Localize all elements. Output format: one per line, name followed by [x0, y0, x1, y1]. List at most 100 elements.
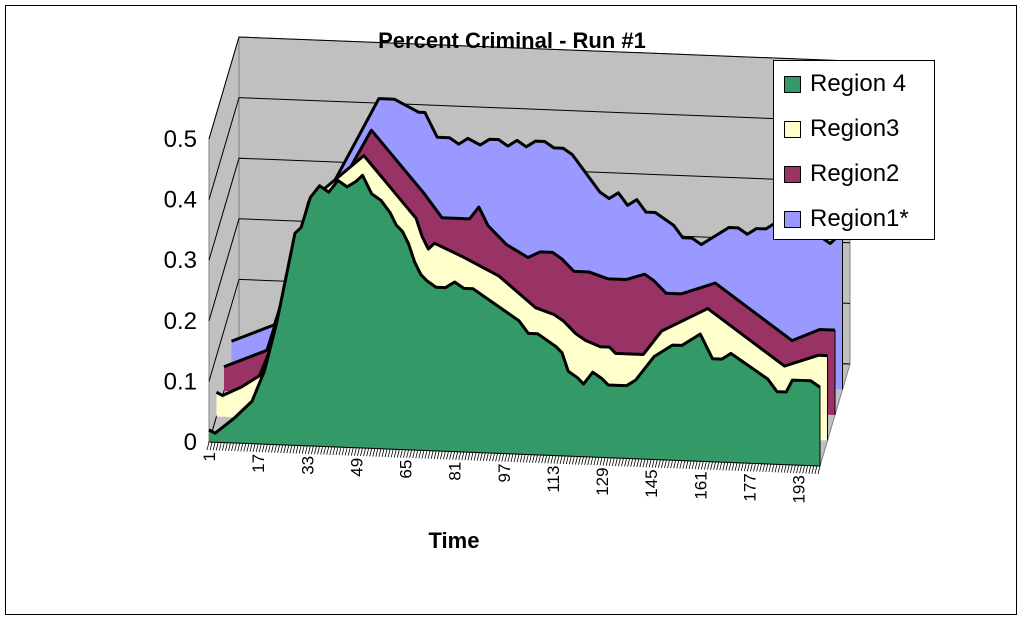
legend-label: Region2	[810, 160, 900, 187]
x-minor-tick	[255, 443, 259, 453]
x-minor-tick	[700, 461, 704, 470]
x-minor-tick	[578, 456, 581, 465]
x-minor-tick	[412, 449, 416, 459]
gridline-4	[208, 97, 851, 200]
x-minor-tick	[602, 457, 606, 466]
x-minor-tick	[768, 463, 772, 473]
x-minor-tick	[777, 464, 781, 473]
x-minor-tick	[209, 442, 213, 451]
x-minor-tick	[252, 443, 256, 452]
x-minor-tick	[341, 447, 345, 456]
x-minor-tick	[366, 448, 370, 457]
x-minor-tick	[353, 447, 357, 456]
x-axis-line	[208, 441, 821, 467]
x-minor-tick	[206, 441, 210, 451]
x-minor-tick	[618, 458, 621, 467]
x-minor-tick	[753, 463, 756, 472]
x-minor-tick	[596, 457, 600, 466]
x-minor-tick	[581, 456, 584, 465]
y-tick-label: 0.5	[164, 126, 197, 153]
x-minor-tick	[765, 463, 769, 473]
x-minor-tick	[452, 451, 456, 460]
x-minor-tick	[624, 458, 627, 467]
x-minor-tick	[562, 455, 566, 465]
x-minor-tick	[363, 448, 366, 457]
x-minor-tick	[338, 447, 342, 456]
x-minor-tick	[719, 462, 723, 471]
x-minor-tick	[307, 445, 311, 455]
x-minor-tick	[667, 459, 670, 469]
x-minor-tick	[593, 457, 597, 466]
x-minor-tick	[277, 444, 281, 453]
x-minor-tick	[458, 451, 462, 460]
x-minor-tick	[679, 460, 683, 469]
legend-swatch-region-4	[784, 75, 801, 93]
x-minor-tick	[314, 446, 317, 455]
x-minor-tick	[805, 465, 809, 474]
x-minor-tick	[654, 459, 658, 468]
x-minor-tick	[688, 460, 692, 470]
x-minor-tick	[746, 463, 750, 472]
x-tick-label: 177	[740, 473, 759, 501]
x-minor-tick	[621, 458, 624, 467]
x-minor-tick	[786, 464, 790, 473]
x-tick-label: 113	[544, 466, 563, 493]
series-area-0	[209, 175, 820, 467]
x-minor-tick	[286, 445, 290, 454]
x-minor-tick	[535, 454, 538, 464]
x-minor-tick	[326, 446, 330, 455]
x-minor-tick	[796, 465, 799, 474]
x-minor-tick	[387, 449, 391, 458]
x-minor-tick	[697, 461, 701, 470]
x-minor-tick	[780, 464, 784, 473]
x-minor-tick	[608, 457, 612, 466]
x-minor-tick	[289, 445, 293, 454]
x-minor-tick	[802, 465, 806, 474]
x-minor-tick	[759, 463, 763, 472]
x-minor-tick	[418, 450, 422, 459]
x-tick-label: 65	[397, 460, 416, 479]
x-minor-tick	[725, 462, 729, 471]
x-minor-tick	[421, 450, 425, 459]
series-line-0	[208, 173, 821, 435]
x-minor-tick	[347, 447, 351, 456]
x-minor-tick	[611, 457, 615, 467]
gridline-3	[208, 157, 851, 261]
x-minor-tick	[504, 453, 508, 462]
x-minor-tick	[406, 449, 409, 458]
x-minor-tick	[396, 449, 400, 458]
x-minor-tick	[633, 458, 637, 467]
x-minor-tick	[369, 448, 373, 457]
series-line-3	[230, 97, 843, 343]
x-minor-tick	[682, 460, 686, 469]
legend-item-region1: Region1*	[784, 204, 909, 234]
x-tick-label: 145	[642, 469, 661, 497]
x-minor-tick	[762, 463, 766, 472]
x-minor-tick	[571, 456, 575, 465]
x-minor-tick	[467, 452, 471, 461]
x-minor-tick	[455, 451, 459, 460]
x-minor-tick	[409, 449, 413, 459]
x-minor-tick	[740, 462, 744, 472]
x-minor-tick	[673, 460, 677, 469]
x-minor-tick	[295, 445, 299, 454]
x-minor-tick	[430, 450, 434, 459]
x-minor-tick	[614, 457, 618, 467]
x-minor-tick	[814, 465, 818, 474]
x-minor-tick	[335, 446, 339, 456]
series-line-2	[223, 128, 836, 369]
x-minor-tick	[344, 447, 348, 456]
x-minor-tick	[639, 458, 643, 468]
x-tick-label: 193	[790, 475, 809, 503]
x-minor-tick	[489, 452, 492, 462]
x-minor-tick	[664, 459, 667, 469]
x-minor-tick	[756, 463, 759, 472]
x-minor-tick	[443, 451, 446, 460]
x-minor-tick	[360, 447, 363, 457]
x-tick-label: 129	[593, 467, 612, 495]
y-tick-label: 0.4	[164, 187, 197, 214]
legend-label: Region3	[810, 115, 900, 142]
x-minor-tick	[519, 454, 523, 463]
x-minor-tick	[439, 451, 443, 460]
x-minor-tick	[304, 445, 308, 454]
